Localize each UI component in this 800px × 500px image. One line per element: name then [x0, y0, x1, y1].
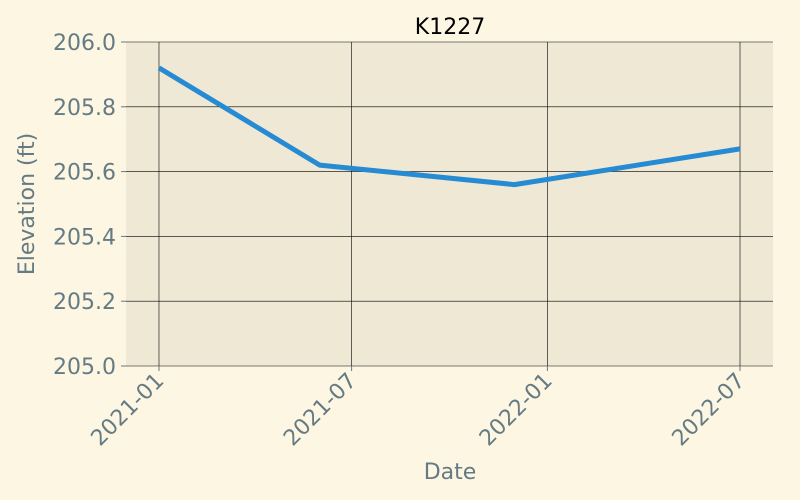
y-axis: 205.0 205.2 205.4 205.6 205.8 206.0 — [53, 31, 126, 380]
y-axis-title: Elevation (ft) — [15, 133, 40, 275]
y-tick-label: 205.6 — [53, 161, 116, 186]
x-axis-title: Date — [424, 460, 477, 485]
series-layer — [157, 65, 741, 188]
y-tick-label: 206.0 — [53, 31, 116, 56]
x-tick-label: 2022-07 — [668, 369, 751, 452]
x-tick-label: 2021-07 — [279, 369, 362, 452]
x-tick-label: 2021-01 — [87, 369, 170, 452]
plot-area — [126, 42, 773, 366]
series-line — [157, 65, 741, 188]
chart-title: K1227 — [415, 15, 485, 40]
x-axis: 2021-01 2021-07 2022-01 2022-07 — [87, 366, 751, 452]
grid — [126, 41, 773, 367]
x-tick-label: 2022-01 — [475, 369, 558, 452]
y-tick-label: 205.2 — [53, 290, 116, 315]
y-tick-label: 205.4 — [53, 225, 116, 250]
y-tick-label: 205.8 — [53, 96, 116, 121]
y-tick-label: 205.0 — [53, 355, 116, 380]
